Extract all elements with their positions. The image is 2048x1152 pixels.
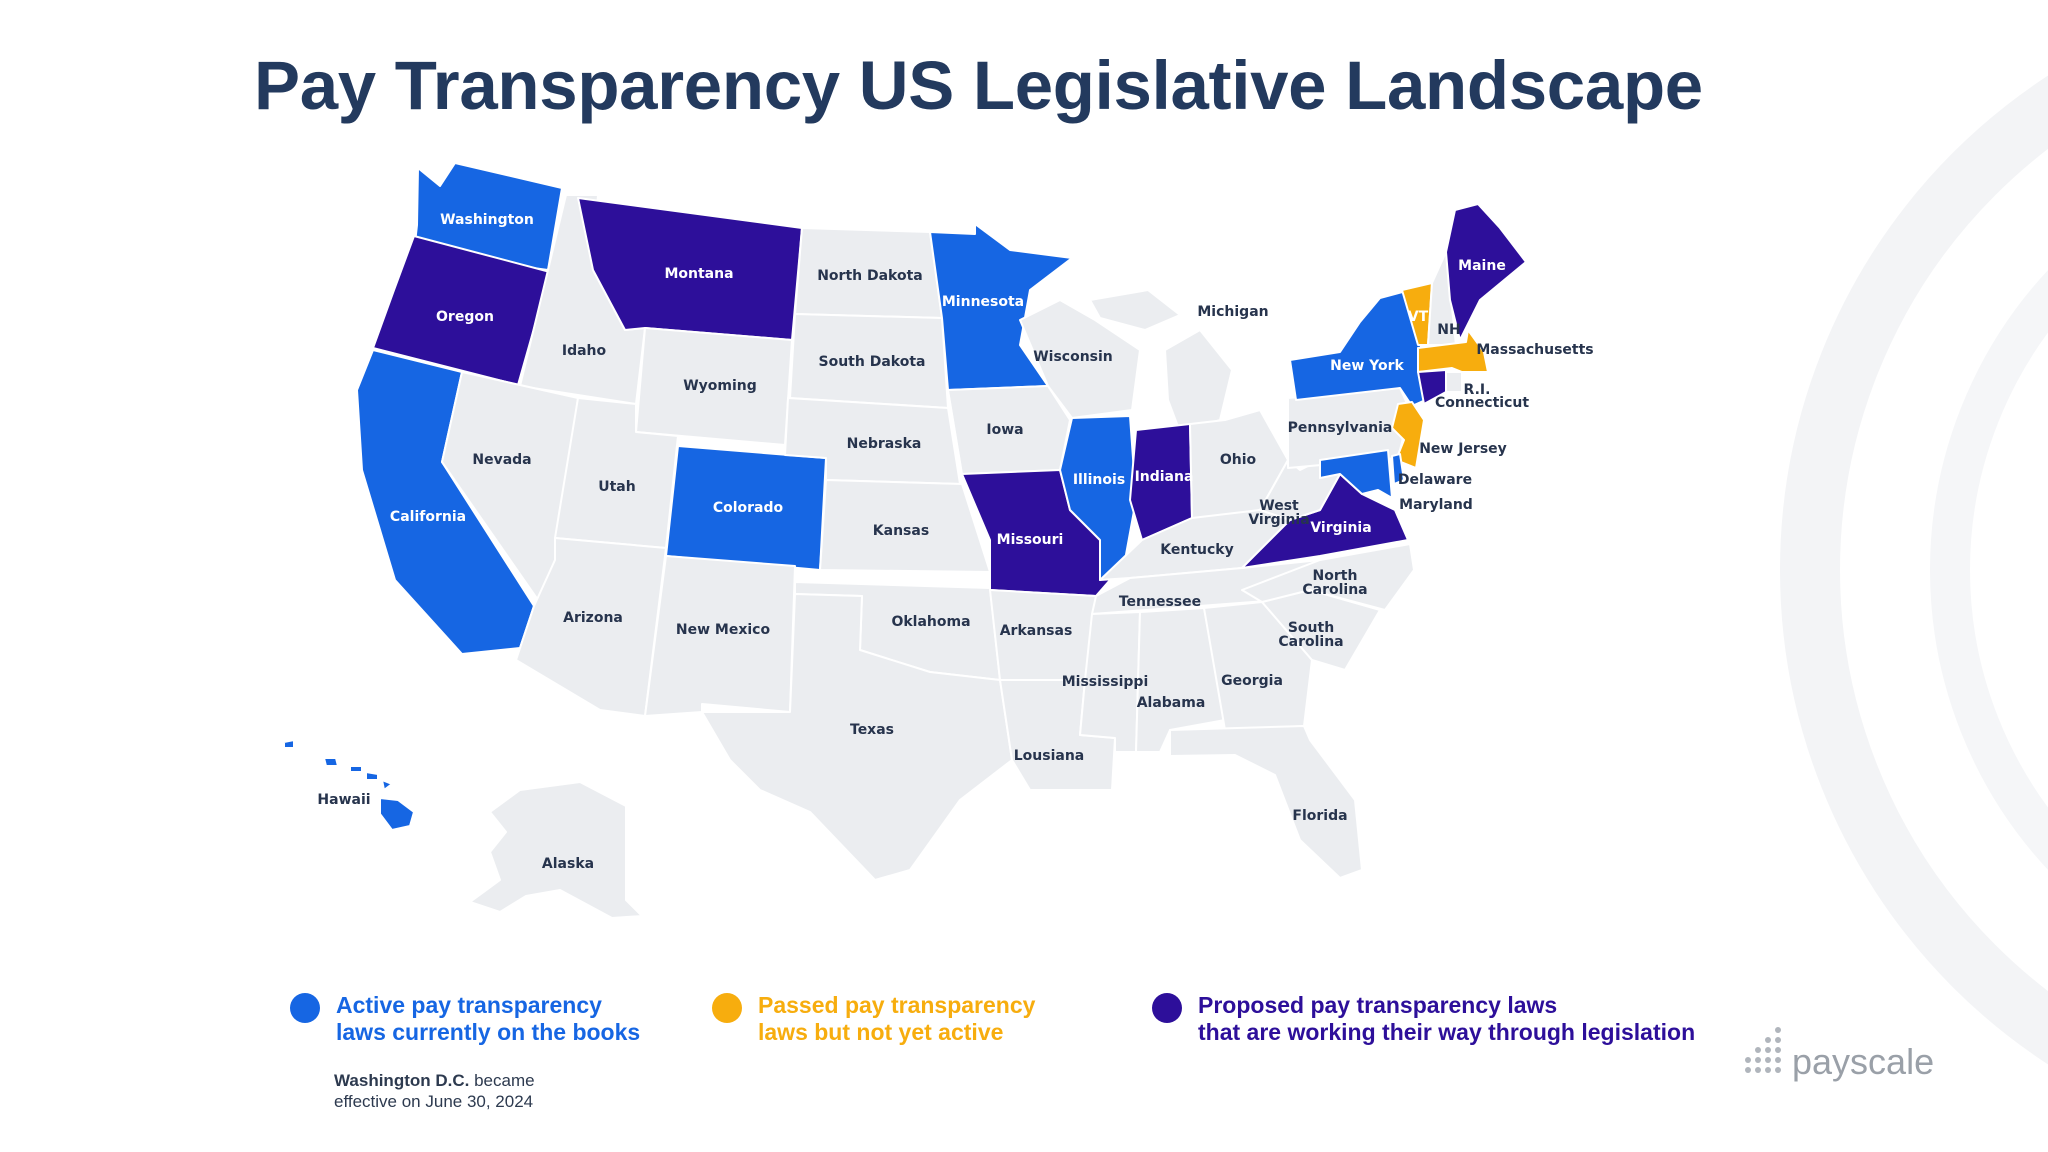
label-new-york: New York <box>1330 358 1404 374</box>
label-new-hampshire: NH <box>1437 322 1460 338</box>
label-colorado: Colorado <box>713 500 784 516</box>
label-montana: Montana <box>664 266 733 282</box>
legend-active-line2: laws currently on the books <box>336 1019 641 1045</box>
state-texas[interactable] <box>701 593 1013 881</box>
label-massachusetts: Massachusetts <box>1476 342 1593 358</box>
label-west-virginia-1: West <box>1259 498 1299 514</box>
label-georgia: Georgia <box>1221 673 1283 689</box>
label-oregon: Oregon <box>436 309 494 325</box>
state-washington[interactable] <box>413 162 563 271</box>
legend-proposed-text: Proposed pay transparency laws that are … <box>1198 992 1695 1046</box>
label-arkansas: Arkansas <box>1000 623 1073 639</box>
state-new_mexico[interactable] <box>644 555 796 717</box>
state-minnesota[interactable] <box>929 223 1073 391</box>
label-south-carolina-1: South <box>1288 620 1334 636</box>
label-nevada: Nevada <box>472 452 531 468</box>
dc-note: Washington D.C. became effective on June… <box>334 1070 535 1112</box>
label-ohio: Ohio <box>1220 452 1257 468</box>
label-north-carolina-1: North <box>1313 568 1358 584</box>
state-wisconsin[interactable] <box>1019 299 1141 419</box>
legend-passed-text: Passed pay transparency laws but not yet… <box>758 992 1035 1046</box>
legend-active-line1: Active pay transparency <box>336 992 602 1018</box>
label-north-dakota: North Dakota <box>817 268 923 284</box>
label-north-carolina-2: Carolina <box>1302 582 1367 598</box>
page-title: Pay Transparency US Legislative Landscap… <box>254 47 1703 124</box>
label-connecticut: Connecticut <box>1435 395 1529 411</box>
label-maryland: Maryland <box>1399 497 1473 513</box>
label-new-jersey: New Jersey <box>1419 441 1507 457</box>
label-california: California <box>390 509 466 525</box>
label-texas: Texas <box>850 722 894 738</box>
label-nebraska: Nebraska <box>847 436 922 452</box>
state-hawaii[interactable] <box>283 739 415 831</box>
label-oklahoma: Oklahoma <box>891 614 970 630</box>
label-rhode-island: R.I. <box>1464 382 1491 398</box>
dc-note-bold: Washington D.C. <box>334 1071 470 1090</box>
label-alaska: Alaska <box>542 856 594 872</box>
label-iowa: Iowa <box>986 422 1023 438</box>
label-utah: Utah <box>598 479 635 495</box>
state-new_jersey[interactable] <box>1391 401 1425 469</box>
state-maine[interactable] <box>1445 203 1527 341</box>
legend-passed-dot <box>712 993 742 1023</box>
label-idaho: Idaho <box>562 343 607 359</box>
label-minnesota: Minnesota <box>942 294 1024 310</box>
label-florida: Florida <box>1292 808 1347 824</box>
label-mississippi: Mississippi <box>1062 674 1149 690</box>
label-delaware: Delaware <box>1398 472 1472 488</box>
dc-note-rest: became <box>469 1071 535 1090</box>
legend-proposed-line1: Proposed pay transparency laws <box>1198 992 1558 1018</box>
dc-note-line1: Washington D.C. became <box>334 1070 535 1091</box>
label-south-dakota: South Dakota <box>819 354 926 370</box>
legend-proposed-line2: that are working their way through legis… <box>1198 1019 1696 1045</box>
legend-proposed: Proposed pay transparency laws that are … <box>1152 992 1695 1046</box>
label-wyoming: Wyoming <box>683 378 757 394</box>
label-wisconsin: Wisconsin <box>1033 349 1113 365</box>
label-michigan: Michigan <box>1197 304 1268 320</box>
label-missouri: Missouri <box>997 532 1064 548</box>
legend-active-text: Active pay transparency laws currently o… <box>336 992 640 1046</box>
label-indiana: Indiana <box>1135 469 1194 485</box>
legend-passed: Passed pay transparency laws but not yet… <box>712 992 1035 1046</box>
state-north_carolina[interactable] <box>1241 543 1415 611</box>
label-virginia: Virginia <box>1310 520 1371 536</box>
label-arizona: Arizona <box>563 610 623 626</box>
label-kentucky: Kentucky <box>1160 542 1233 558</box>
label-hawaii: Hawaii <box>317 792 370 808</box>
legend-active-dot <box>290 993 320 1023</box>
label-pennsylvania: Pennsylvania <box>1288 420 1393 436</box>
dc-note-line2: effective on June 30, 2024 <box>334 1092 534 1111</box>
label-illinois: Illinois <box>1073 472 1125 488</box>
state-rhode_island[interactable] <box>1445 371 1463 393</box>
label-maine: Maine <box>1458 258 1506 274</box>
payscale-dots-icon <box>1745 1027 1781 1073</box>
label-louisiana: Lousiana <box>1014 748 1085 764</box>
brand-name: payscale <box>1792 1041 1935 1082</box>
state-oregon[interactable] <box>372 235 551 386</box>
label-kansas: Kansas <box>873 523 929 539</box>
label-west-virginia-2: Virginia <box>1248 512 1309 528</box>
legend-passed-line2: laws but not yet active <box>758 1019 1004 1045</box>
state-georgia[interactable] <box>1203 601 1313 731</box>
state-connecticut[interactable] <box>1417 369 1447 405</box>
state-labels: Washington Oregon California Idaho Nevad… <box>317 212 1593 872</box>
state-alaska[interactable] <box>469 781 643 919</box>
label-washington: Washington <box>440 212 534 228</box>
brand-logo: payscale <box>1742 1024 1934 1080</box>
state-delaware[interactable] <box>1391 453 1405 485</box>
legend-proposed-dot <box>1152 993 1182 1023</box>
label-tennessee: Tennessee <box>1119 594 1201 610</box>
legend-passed-line1: Passed pay transparency <box>758 992 1036 1018</box>
legend-active: Active pay transparency laws currently o… <box>290 992 640 1046</box>
label-vermont: VT <box>1408 309 1429 325</box>
state-florida[interactable] <box>1169 725 1363 879</box>
label-alabama: Alabama <box>1137 695 1206 711</box>
label-new-mexico: New Mexico <box>676 622 771 638</box>
label-south-carolina-2: Carolina <box>1278 634 1343 650</box>
state-maryland[interactable] <box>1319 449 1393 499</box>
